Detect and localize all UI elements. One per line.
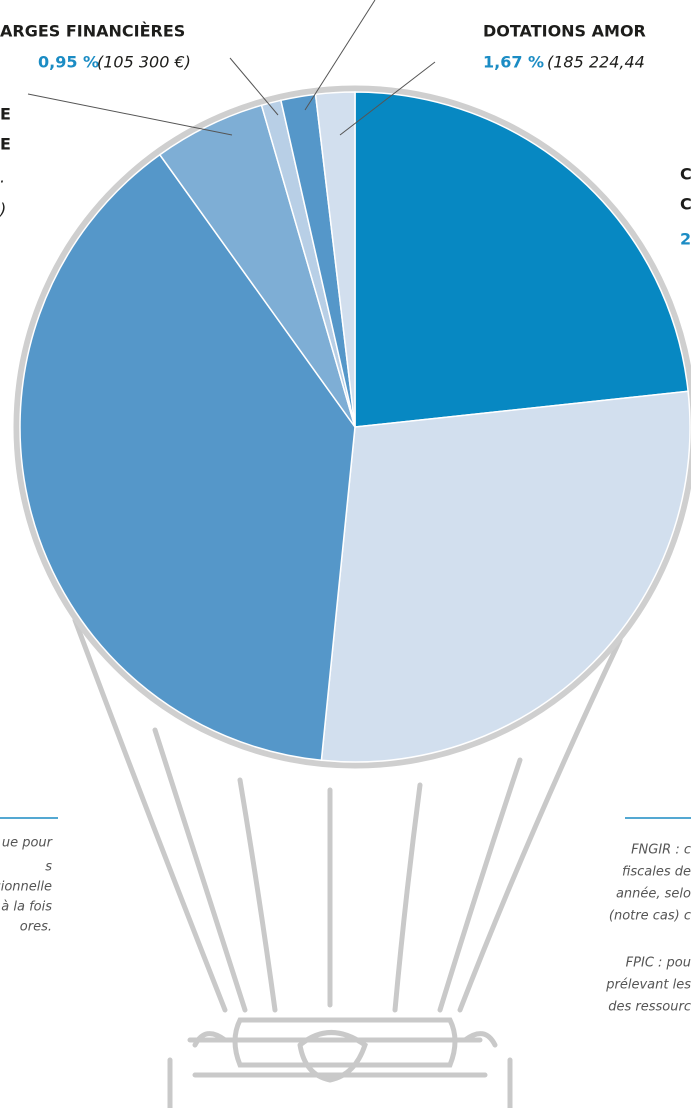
- labels: ARGES FINANCIÈRES 0,95 %(105 300 €) DOTATI…: [0, 22, 691, 1015]
- balloon-ring: [13, 85, 691, 769]
- note-text: s: [45, 860, 52, 875]
- value-label: 1,67 %: [483, 53, 544, 72]
- note-text: ores.: [20, 920, 52, 935]
- pie-slice: [19, 153, 356, 762]
- note-text: fiscales de: [622, 865, 691, 880]
- note-text: FNGIR : c: [631, 843, 691, 858]
- cropped-label: ): [0, 200, 6, 219]
- note-text: prélevant les: [605, 978, 691, 993]
- cropped-label: 2: [680, 230, 691, 249]
- cropped-label: E: [0, 135, 11, 154]
- note-text: des ressourc: [608, 1000, 691, 1015]
- pie: [19, 91, 691, 763]
- amount-label: (185 224,44: [547, 53, 645, 72]
- value-label: 0,95 %: [38, 53, 99, 72]
- note-text: ue pour: [2, 836, 54, 851]
- note-text: s à la fois: [0, 900, 52, 915]
- note-text: FPIC : pou: [626, 956, 691, 971]
- leader-lines: [27, 0, 436, 136]
- pie-slice: [320, 390, 691, 763]
- cropped-label: E: [0, 105, 11, 124]
- note-text: année, selo: [616, 887, 691, 902]
- pie-slice: [354, 91, 689, 428]
- category-label: ARGES FINANCIÈRES: [0, 22, 185, 41]
- note-text: (notre cas) c: [609, 909, 691, 924]
- balloon-ropes: [72, 617, 623, 1108]
- cropped-label: C: [680, 195, 691, 214]
- category-label: DOTATIONS AMOR: [483, 22, 646, 41]
- cropped-label: C: [680, 165, 691, 184]
- amount-label: (105 300 €): [97, 53, 191, 72]
- cropped-label: .: [0, 168, 5, 187]
